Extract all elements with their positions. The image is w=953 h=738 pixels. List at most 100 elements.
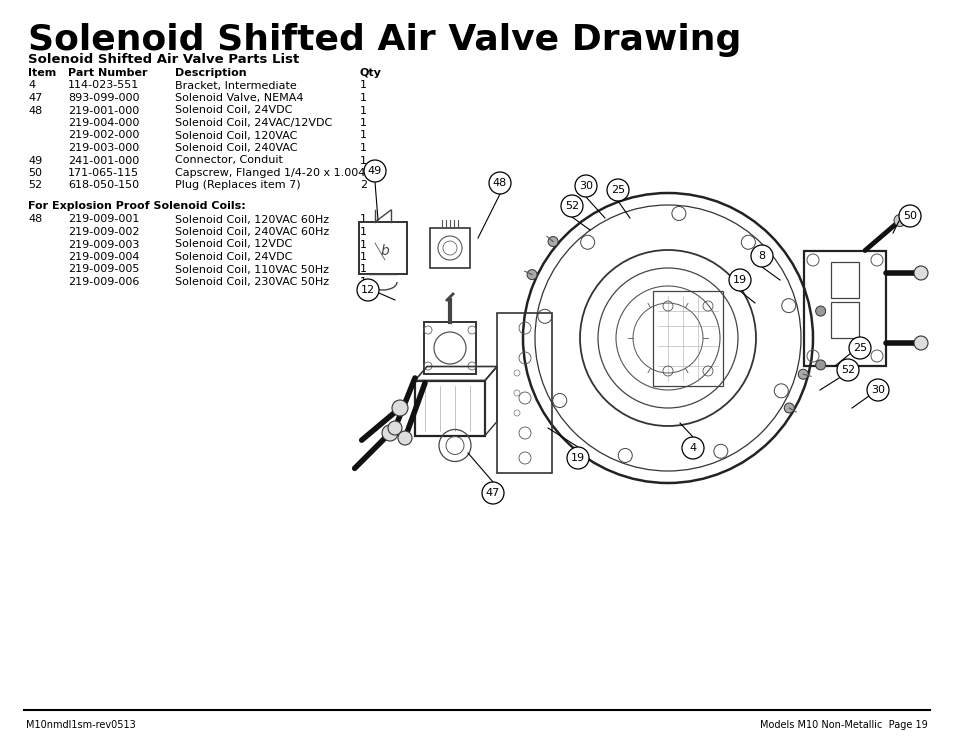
Text: 219-009-005: 219-009-005 <box>68 264 139 275</box>
Text: 12: 12 <box>360 285 375 295</box>
Text: Models M10 Non-Metallic  Page 19: Models M10 Non-Metallic Page 19 <box>760 720 927 730</box>
Text: 30: 30 <box>578 181 593 191</box>
Circle shape <box>392 400 408 416</box>
Text: 48: 48 <box>28 106 42 116</box>
Text: 219-004-000: 219-004-000 <box>68 118 139 128</box>
Text: Solenoid Shifted Air Valve Drawing: Solenoid Shifted Air Valve Drawing <box>28 23 740 57</box>
Text: 49: 49 <box>368 166 382 176</box>
Text: 171-065-115: 171-065-115 <box>68 168 139 178</box>
Text: 219-002-000: 219-002-000 <box>68 131 139 140</box>
Text: 219-009-003: 219-009-003 <box>68 240 139 249</box>
Circle shape <box>866 379 888 401</box>
Text: 48: 48 <box>28 215 42 224</box>
Text: 48: 48 <box>493 178 507 188</box>
Text: 30: 30 <box>870 385 884 395</box>
Circle shape <box>364 160 386 182</box>
Circle shape <box>783 403 794 413</box>
Text: 1: 1 <box>359 80 367 91</box>
Text: 49: 49 <box>28 156 42 165</box>
Circle shape <box>481 482 503 504</box>
Circle shape <box>681 437 703 459</box>
Text: 2: 2 <box>359 181 367 190</box>
Text: 219-001-000: 219-001-000 <box>68 106 139 116</box>
Circle shape <box>526 269 537 280</box>
Text: 1: 1 <box>359 106 367 116</box>
Circle shape <box>388 421 401 435</box>
Bar <box>652 291 722 386</box>
Text: Solenoid Coil, 120VAC: Solenoid Coil, 120VAC <box>174 131 297 140</box>
Text: 219-003-000: 219-003-000 <box>68 143 139 153</box>
Bar <box>423 322 476 374</box>
Text: Solenoid Coil, 120VAC 60Hz: Solenoid Coil, 120VAC 60Hz <box>174 215 329 224</box>
Circle shape <box>848 337 870 359</box>
Text: 1: 1 <box>359 118 367 128</box>
Text: 19: 19 <box>570 453 584 463</box>
Text: Solenoid Valve, NEMA4: Solenoid Valve, NEMA4 <box>174 93 303 103</box>
Text: 1: 1 <box>359 93 367 103</box>
Text: Description: Description <box>174 68 247 78</box>
Text: b: b <box>380 244 389 258</box>
Text: Solenoid Coil, 110VAC 50Hz: Solenoid Coil, 110VAC 50Hz <box>174 264 329 275</box>
Text: 241-001-000: 241-001-000 <box>68 156 139 165</box>
Circle shape <box>548 237 558 246</box>
Text: Item: Item <box>28 68 56 78</box>
Circle shape <box>815 306 824 316</box>
Text: 1: 1 <box>359 252 367 262</box>
Bar <box>803 250 885 365</box>
Text: 4: 4 <box>28 80 35 91</box>
Circle shape <box>489 172 511 194</box>
Circle shape <box>815 360 824 370</box>
Bar <box>415 381 484 435</box>
Circle shape <box>606 179 628 201</box>
Circle shape <box>750 245 772 267</box>
Text: 25: 25 <box>852 343 866 353</box>
Text: 219-009-001: 219-009-001 <box>68 215 139 224</box>
Text: 618-050-150: 618-050-150 <box>68 181 139 190</box>
Text: Part Number: Part Number <box>68 68 148 78</box>
Text: M10nmdl1sm-rev0513: M10nmdl1sm-rev0513 <box>26 720 135 730</box>
Circle shape <box>728 269 750 291</box>
Text: Connector, Conduit: Connector, Conduit <box>174 156 283 165</box>
Text: 1: 1 <box>359 240 367 249</box>
Text: 25: 25 <box>610 185 624 195</box>
Text: 1: 1 <box>359 227 367 237</box>
Text: 50: 50 <box>902 211 916 221</box>
Circle shape <box>575 175 597 197</box>
Text: Solenoid Shifted Air Valve Parts List: Solenoid Shifted Air Valve Parts List <box>28 53 299 66</box>
Circle shape <box>893 215 905 227</box>
Text: 8: 8 <box>758 251 764 261</box>
Text: 1: 1 <box>359 215 367 224</box>
Circle shape <box>913 266 927 280</box>
Text: 47: 47 <box>485 488 499 498</box>
Bar <box>430 228 470 268</box>
Text: 219-009-002: 219-009-002 <box>68 227 139 237</box>
Text: 50: 50 <box>28 168 42 178</box>
Circle shape <box>566 447 588 469</box>
Text: 52: 52 <box>28 181 42 190</box>
Circle shape <box>913 336 927 350</box>
Circle shape <box>356 279 378 301</box>
Text: 219-009-004: 219-009-004 <box>68 252 139 262</box>
Text: 114-023-551: 114-023-551 <box>68 80 139 91</box>
Text: Solenoid Coil, 24VAC/12VDC: Solenoid Coil, 24VAC/12VDC <box>174 118 332 128</box>
Circle shape <box>836 359 858 381</box>
Circle shape <box>560 195 582 217</box>
Text: 893-099-000: 893-099-000 <box>68 93 139 103</box>
Text: Solenoid Coil, 230VAC 50Hz: Solenoid Coil, 230VAC 50Hz <box>174 277 329 287</box>
Text: Solenoid Coil, 240VAC: Solenoid Coil, 240VAC <box>174 143 297 153</box>
Text: 47: 47 <box>28 93 42 103</box>
Text: 219-009-006: 219-009-006 <box>68 277 139 287</box>
Circle shape <box>381 425 397 441</box>
Text: Solenoid Coil, 24VDC: Solenoid Coil, 24VDC <box>174 252 292 262</box>
Text: Plug (Replaces item 7): Plug (Replaces item 7) <box>174 181 300 190</box>
Text: For Explosion Proof Solenoid Coils:: For Explosion Proof Solenoid Coils: <box>28 201 246 211</box>
Bar <box>358 222 407 274</box>
Text: 1: 1 <box>359 143 367 153</box>
Text: 52: 52 <box>840 365 854 375</box>
Bar <box>830 262 858 298</box>
Text: 1: 1 <box>359 131 367 140</box>
Bar <box>830 302 858 338</box>
Text: Solenoid Coil, 12VDC: Solenoid Coil, 12VDC <box>174 240 292 249</box>
Circle shape <box>798 369 807 379</box>
Circle shape <box>397 431 412 445</box>
